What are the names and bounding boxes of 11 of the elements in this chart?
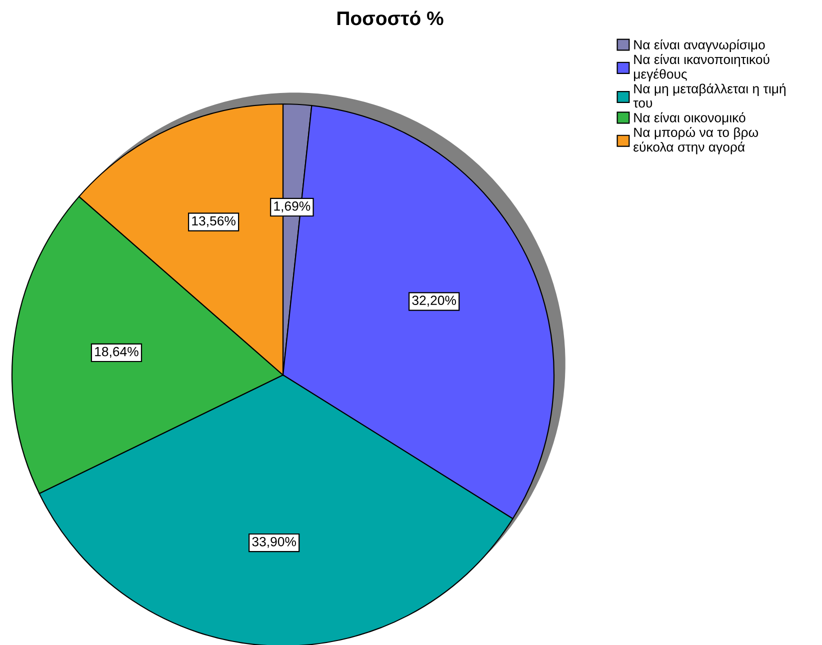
legend-label: Να είναι αναγνωρίσιμο (634, 39, 765, 52)
data-label: 13,56% (192, 216, 236, 228)
legend-label: Να μπορώ να το βρω εύκολα στην αγορά (634, 126, 758, 154)
data-label: 18,64% (95, 346, 138, 358)
chart-title: Ποσοστό % (337, 10, 444, 26)
data-label: 32,20% (412, 296, 456, 307)
legend-label: Να μη μεταβάλλεται η τιμή του (633, 83, 786, 108)
data-label: 33,90% (252, 536, 296, 548)
legend-label: Να είναι οικονομικό (634, 112, 746, 125)
legend-label: Να είναι ικανοποιητικού μεγέθους (634, 54, 770, 82)
data-label: 1,69% (274, 201, 310, 212)
